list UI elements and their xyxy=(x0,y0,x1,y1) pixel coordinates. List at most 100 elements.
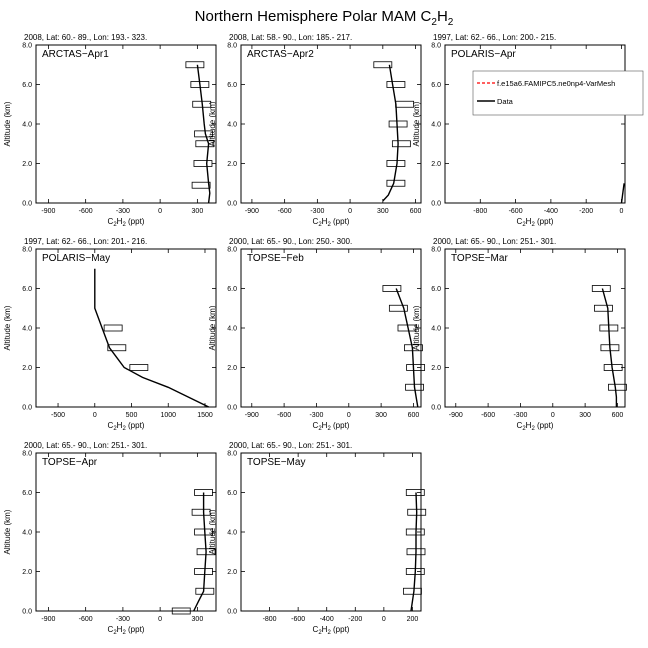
y-tick-label: 4.0 xyxy=(22,530,32,537)
panel-name: POLARIS−Apr xyxy=(451,49,516,60)
y-tick-label: 2.0 xyxy=(22,569,32,576)
y-tick-label: 8.0 xyxy=(22,247,32,254)
y-axis-label: Altitude (km) xyxy=(3,305,12,350)
chart-panel: 1997, Lat: 62.- 66., Lon: 201.- 216. POLA… xyxy=(3,237,217,432)
data-box xyxy=(388,304,408,312)
panel-header: 2000, Lat: 65.- 90., Lon: 251.- 301. xyxy=(433,237,556,246)
plot-frame xyxy=(240,248,422,408)
y-axis-label: Altitude (km) xyxy=(208,305,217,350)
x-tick-label: -900 xyxy=(245,208,259,215)
y-tick-label: 0.0 xyxy=(431,405,441,412)
y-tick-label: 4.0 xyxy=(431,326,441,333)
x-tick-label: -600 xyxy=(291,616,305,623)
panel-name: TOPSE−Apr xyxy=(42,457,98,468)
y-tick-label: 8.0 xyxy=(227,43,237,50)
data-box xyxy=(395,100,415,108)
plot-frame xyxy=(240,452,422,612)
plot-frame xyxy=(444,44,626,204)
x-tick-label: -600 xyxy=(509,208,523,215)
x-axis-label: C2H2 (ppt) xyxy=(517,421,554,432)
y-tick-label: 8.0 xyxy=(22,43,32,50)
y-tick-label: 6.0 xyxy=(431,286,441,293)
data-box xyxy=(107,344,127,352)
x-tick-label: -400 xyxy=(544,208,558,215)
data-box xyxy=(191,181,211,189)
data-box xyxy=(191,508,211,516)
panel-header: 1997, Lat: 62.- 66., Lon: 201.- 216. xyxy=(24,237,147,246)
y-tick-label: 8.0 xyxy=(227,451,237,458)
y-tick-label: 0.0 xyxy=(22,609,32,616)
y-tick-label: 2.0 xyxy=(22,161,32,168)
x-tick-label: -600 xyxy=(79,208,93,215)
data-box xyxy=(403,587,422,595)
y-tick-label: 4.0 xyxy=(227,530,237,537)
x-axis-label: C2H2 (ppt) xyxy=(313,625,350,636)
figure-title-tail: H xyxy=(436,8,448,25)
y-tick-label: 8.0 xyxy=(227,247,237,254)
x-tick-label: 600 xyxy=(410,208,422,215)
legend-box xyxy=(472,70,644,116)
x-tick-label: -800 xyxy=(473,208,487,215)
y-axis-label: Altitude (km) xyxy=(208,101,217,146)
x-tick-label: 0 xyxy=(551,412,555,419)
x-tick-label: -300 xyxy=(116,616,130,623)
x-tick-label: -200 xyxy=(579,208,593,215)
y-tick-label: 0.0 xyxy=(431,201,441,208)
panel-header: 2008, Lat: 60.- 89., Lon: 193.- 323. xyxy=(24,33,147,42)
data-box xyxy=(608,383,627,391)
chart-panel: 1997, Lat: 62.- 66., Lon: 200.- 215. POLA… xyxy=(412,33,644,228)
y-tick-label: 6.0 xyxy=(227,286,237,293)
panel-header: 1997, Lat: 62.- 66., Lon: 200.- 215. xyxy=(433,33,556,42)
y-tick-label: 6.0 xyxy=(431,82,441,89)
data-box xyxy=(194,130,213,138)
y-tick-label: 0.0 xyxy=(22,405,32,412)
x-tick-label: -600 xyxy=(79,616,93,623)
x-tick-label: 1500 xyxy=(197,412,213,419)
y-axis-label: Altitude (km) xyxy=(412,101,421,146)
data-box xyxy=(194,528,213,536)
data-line xyxy=(410,492,418,612)
data-box xyxy=(195,140,215,148)
y-tick-label: 6.0 xyxy=(227,490,237,497)
x-tick-label: 0 xyxy=(347,412,351,419)
panel-header: 2000, Lat: 65.- 90., Lon: 251.- 301. xyxy=(229,441,352,450)
y-tick-label: 2.0 xyxy=(22,365,32,372)
figure-title: Northern Hemisphere Polar MAM C2H2 xyxy=(0,8,648,28)
data-line xyxy=(193,492,207,612)
data-box xyxy=(404,344,423,352)
y-tick-label: 6.0 xyxy=(22,286,32,293)
y-tick-label: 0.0 xyxy=(227,201,237,208)
data-box xyxy=(193,160,213,167)
x-axis-label: C2H2 (ppt) xyxy=(517,217,554,228)
figure-title-main: Northern Hemisphere Polar MAM C xyxy=(194,8,432,25)
x-tick-label: 200 xyxy=(407,616,419,623)
data-box xyxy=(195,587,215,595)
x-tick-label: 300 xyxy=(375,412,387,419)
panel-header: 2000, Lat: 65.- 90., Lon: 250.- 300. xyxy=(229,237,352,246)
panel-name: TOPSE−Mar xyxy=(451,253,508,264)
y-tick-label: 2.0 xyxy=(227,569,237,576)
data-line xyxy=(601,288,618,407)
x-axis-label: C2H2 (ppt) xyxy=(108,625,145,636)
panel-header: 2008, Lat: 58.- 90., Lon: 185.- 217. xyxy=(229,33,352,42)
y-axis-label: Altitude (km) xyxy=(412,305,421,350)
panel-name: ARCTAS−Apr1 xyxy=(42,49,109,60)
plot-frame xyxy=(444,248,626,408)
data-box xyxy=(406,364,426,371)
data-line xyxy=(395,288,419,408)
y-tick-label: 8.0 xyxy=(431,43,441,50)
y-tick-label: 0.0 xyxy=(22,201,32,208)
data-box xyxy=(386,179,406,187)
data-box xyxy=(185,61,205,69)
data-line xyxy=(620,183,625,204)
x-tick-label: 300 xyxy=(377,208,389,215)
data-box xyxy=(129,364,149,371)
chart-panel: 2008, Lat: 60.- 89., Lon: 193.- 323. ARCT… xyxy=(3,33,217,228)
data-line xyxy=(382,64,399,202)
x-tick-label: -600 xyxy=(277,412,291,419)
panel-header: 2000, Lat: 65.- 90., Lon: 251.- 301. xyxy=(24,441,147,450)
data-box xyxy=(386,160,406,167)
x-tick-label: 1000 xyxy=(160,412,176,419)
y-tick-label: 4.0 xyxy=(22,122,32,129)
x-tick-label: -300 xyxy=(116,208,130,215)
